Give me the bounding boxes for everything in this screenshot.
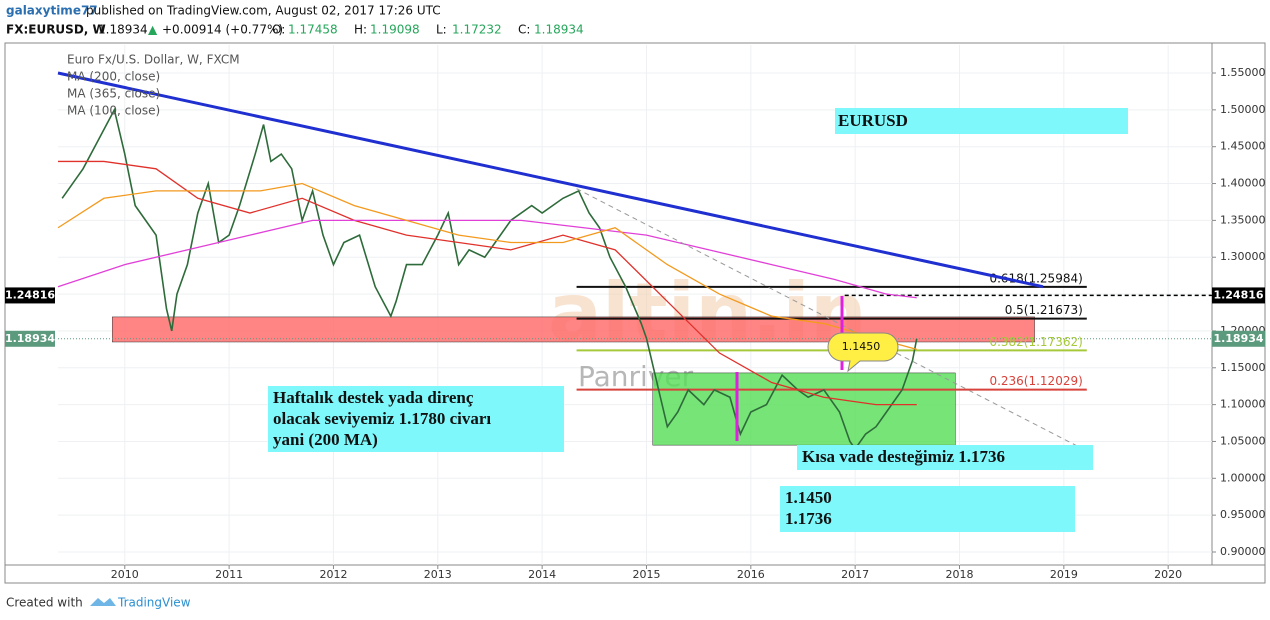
annotation-box (780, 486, 1075, 532)
watermark: altin.in (548, 266, 867, 359)
y-tick-label: 0.95000 (1220, 508, 1266, 521)
annotation-text: Kısa vade desteğimiz 1.1736 (802, 447, 1005, 466)
annotation-text: EURUSD (838, 111, 908, 130)
annotation-text: 1.1736 (785, 509, 832, 528)
x-tick-label: 2010 (111, 568, 139, 581)
callout-text: 1.1450 (842, 340, 881, 353)
price-tag (5, 330, 55, 347)
annotation-text: 1.1450 (785, 488, 832, 507)
price-line-series (61, 107, 918, 451)
price-tag-label: 1.24816 (5, 288, 55, 301)
legend-entry: MA (100, close) (67, 104, 160, 118)
x-tick-label: 2017 (841, 568, 869, 581)
ohlc-label: O: (272, 23, 285, 37)
price-tag (5, 287, 55, 304)
annotation-text: yani (200 MA) (273, 430, 378, 449)
ohlc-value: 1.19098 (370, 23, 420, 37)
y-tick-label: 1.00000 (1220, 471, 1266, 484)
fib-label: 0.382(1.17362) (989, 335, 1082, 349)
price-tag-label: 1.18934 (5, 332, 55, 345)
fib-label: 0.618(1.25984) (989, 271, 1082, 285)
x-tick-label: 2020 (1154, 568, 1182, 581)
legend-entry: MA (200, close) (67, 70, 160, 84)
price-tag (1212, 287, 1265, 304)
x-tick-label: 2018 (945, 568, 973, 581)
y-tick-label: 1.40000 (1220, 177, 1266, 190)
x-tick-label: 2015 (632, 568, 660, 581)
ma-line (57, 219, 917, 299)
trendline (576, 188, 1091, 453)
frame (4, 42, 1266, 584)
x-tick-label: 2011 (215, 568, 243, 581)
published: published on TradingView.com, August 02,… (86, 4, 441, 18)
annotation-box (835, 108, 1128, 134)
price-tag (1212, 330, 1265, 347)
legend-entry: Euro Fx/U.S. Dollar, W, FXCM (67, 53, 240, 67)
price-tag-label: 1.24816 (1213, 288, 1263, 301)
x-tick-label: 2019 (1050, 568, 1078, 581)
y-tick-label: 1.45000 (1220, 140, 1266, 153)
x-tick-label: 2013 (424, 568, 452, 581)
ma-line (58, 160, 917, 406)
symbol: FX:EURUSD, W (6, 23, 106, 37)
y-tick-label: 1.05000 (1220, 434, 1266, 447)
fib-label: 0.5(1.21673) (1005, 303, 1083, 317)
author: galaxytime77 (6, 4, 98, 18)
ohlc-label: H: (354, 23, 367, 37)
logo (90, 598, 116, 606)
footer-brand[interactable]: TradingView (117, 596, 191, 610)
x-tick-label: 2014 (528, 568, 556, 581)
ohlc-value: 1.18934 (534, 23, 584, 37)
trendline (57, 71, 1044, 289)
ohlc-value: 1.17458 (288, 23, 338, 37)
y-tick-label: 0.90000 (1220, 545, 1266, 558)
change-arrow: ▲ (148, 23, 158, 37)
zone (652, 372, 956, 446)
y-tick-label: 1.55000 (1220, 66, 1266, 79)
y-tick-label: 1.10000 (1220, 398, 1266, 411)
annotation-box (797, 445, 1093, 470)
legend-entry: MA (365, close) (67, 87, 160, 101)
x-tick-label: 2016 (737, 568, 765, 581)
zone (112, 316, 1035, 343)
y-tick-label: 1.50000 (1220, 103, 1266, 116)
annotation-box (268, 386, 564, 452)
fib-label: 0.236(1.12029) (989, 374, 1082, 388)
x-tick-label: 2012 (319, 568, 347, 581)
annotation-text: Haftalık destek yada direnç (273, 388, 474, 407)
annotation-text: olacak seviyemiz 1.1780 civarı (273, 409, 491, 428)
price-tag-label: 1.18934 (1213, 332, 1263, 345)
ohlc-value: 1.17232 (452, 23, 502, 37)
y-tick-label: 1.35000 (1220, 213, 1266, 226)
ohlc-label: C: (518, 23, 530, 37)
ma-line (57, 182, 917, 350)
ohlc-label: L: (436, 23, 447, 37)
y-tick-label: 1.30000 (1220, 250, 1266, 263)
footer-created: Created with (6, 596, 83, 610)
change: +0.00914 (+0.77%) (162, 23, 283, 37)
last-price: 1.18934 (98, 23, 148, 37)
callout (827, 332, 899, 373)
y-tick-label: 1.15000 (1220, 361, 1266, 374)
